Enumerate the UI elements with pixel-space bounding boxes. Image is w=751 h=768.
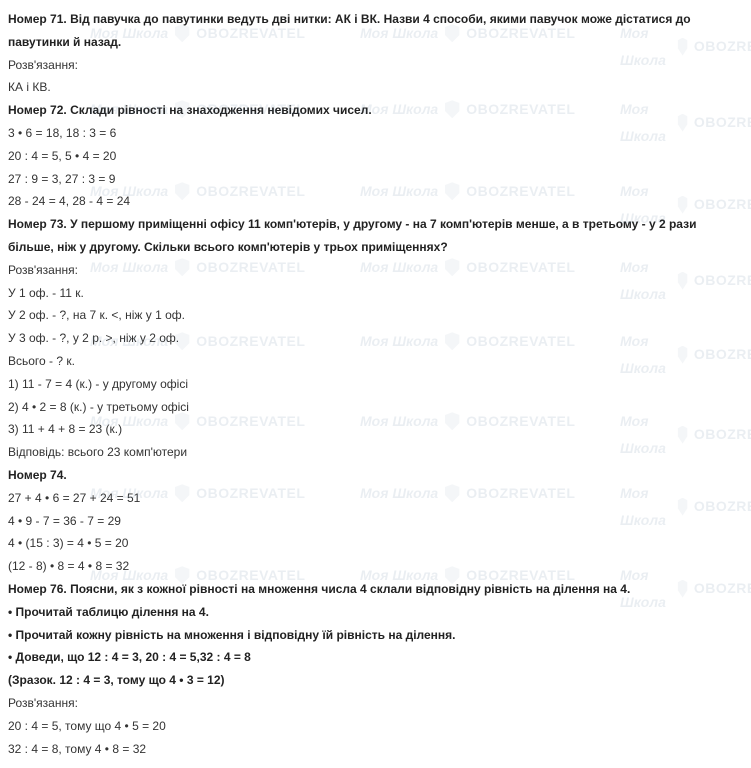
text-line: 1) 11 - 7 = 4 (к.) - у другому офісі [8,373,743,396]
text-line: Розв'язання: [8,54,743,77]
text-line: • Прочитай кожну рівність на множення і … [8,624,743,647]
text-line: Номер 76. Поясни, як з кожної рівності н… [8,578,743,601]
text-line: Номер 71. Від павучка до павутинки ведут… [8,8,743,54]
text-line: Номер 74. [8,464,743,487]
text-line: 20 : 4 = 5, 5 • 4 = 20 [8,145,743,168]
text-line: 3) 11 + 4 + 8 = 23 (к.) [8,418,743,441]
text-line: 4 • (15 : 3) = 4 • 5 = 20 [8,532,743,555]
text-line: У 3 оф. - ?, у 2 р. >, ніж у 2 оф. [8,327,743,350]
text-line: Номер 72. Склади рівності на знаходження… [8,99,743,122]
text-line: У 1 оф. - 11 к. [8,282,743,305]
text-line: Розв'язання: [8,692,743,715]
text-line: 32 : 4 = 8, тому 4 • 8 = 32 [8,738,743,761]
text-line: Розв'язання: [8,259,743,282]
text-line: (12 - 8) • 8 = 4 • 8 = 32 [8,555,743,578]
text-line: КА і КВ. [8,76,743,99]
text-line: 2) 4 • 2 = 8 (к.) - у третьому офісі [8,396,743,419]
text-line: Всього - ? к. [8,350,743,373]
text-line: • Прочитай таблицю ділення на 4. [8,601,743,624]
text-line: У 2 оф. - ?, на 7 к. <, ніж у 1 оф. [8,304,743,327]
text-line: 20 : 4 = 5, тому що 4 • 5 = 20 [8,715,743,738]
text-line: 27 : 9 = 3, 27 : 3 = 9 [8,168,743,191]
text-line: 3 • 6 = 18, 18 : 3 = 6 [8,122,743,145]
text-line: (Зразок. 12 : 4 = 3, тому що 4 • 3 = 12) [8,669,743,692]
text-line: 27 + 4 • 6 = 27 + 24 = 51 [8,487,743,510]
text-line: • Доведи, що 12 : 4 = 3, 20 : 4 = 5,32 :… [8,646,743,669]
text-line: 28 - 24 = 4, 28 - 4 = 24 [8,190,743,213]
text-line: 4 • 9 - 7 = 36 - 7 = 29 [8,510,743,533]
text-line: Відповідь: всього 23 комп'ютери [8,441,743,464]
document-body: Номер 71. Від павучка до павутинки ведут… [8,8,743,760]
text-line: Номер 73. У першому приміщенні офісу 11 … [8,213,743,259]
